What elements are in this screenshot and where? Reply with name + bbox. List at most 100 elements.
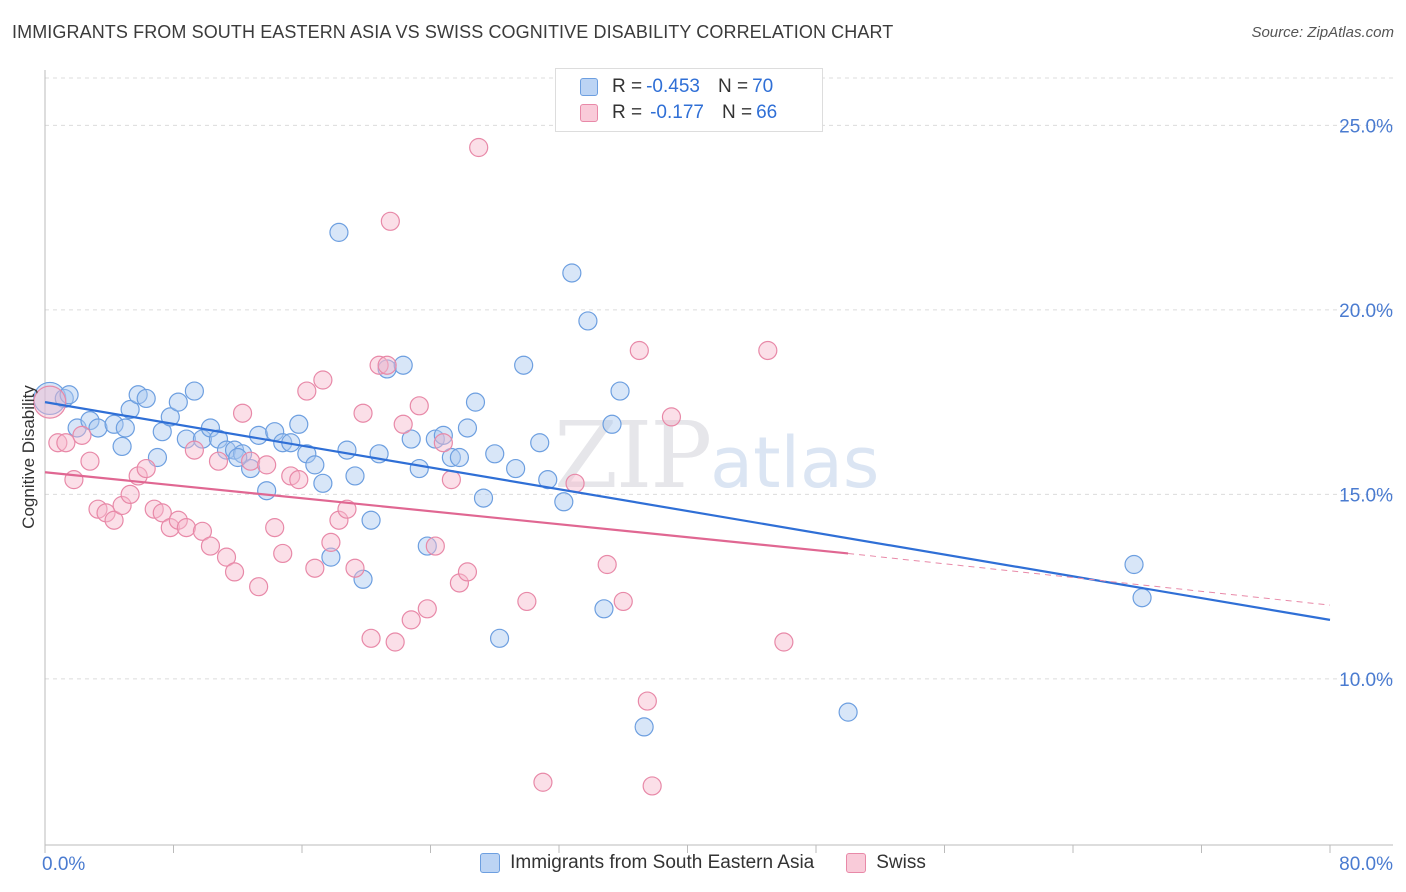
data-point <box>433 433 453 453</box>
data-point <box>562 263 582 283</box>
data-point <box>473 488 494 508</box>
series-layer <box>33 137 1152 796</box>
data-point <box>449 573 470 593</box>
data-point <box>517 591 537 612</box>
data-point <box>249 577 269 597</box>
legend-n-value: 70 <box>752 76 774 97</box>
data-point <box>469 137 489 158</box>
grid <box>45 77 1393 680</box>
bottom-legend-swatch-swiss <box>846 853 867 873</box>
x-tick-label: 0.0% <box>42 854 85 875</box>
data-point <box>353 569 373 589</box>
y-axis-label: Cognitive Disability <box>19 385 38 529</box>
bottom-legend-label-asia: Immigrants from South Eastern Asia <box>510 852 815 873</box>
axis-labels: 10.0% 15.0% 20.0% 25.0% 0.0% 80.0% Cognitive D… <box>19 116 1393 875</box>
data-point <box>377 355 397 375</box>
data-point <box>417 536 437 556</box>
data-point <box>208 451 229 471</box>
x-tick-label: 80.0% <box>1339 854 1393 875</box>
data-point <box>594 599 614 619</box>
data-point <box>249 425 269 445</box>
data-point <box>554 492 574 512</box>
data-point <box>297 444 317 464</box>
data-point <box>506 458 526 479</box>
data-point <box>634 717 654 737</box>
bottom-legend-item-asia: Immigrants from South Eastern Asia <box>480 852 814 874</box>
data-point <box>393 355 413 375</box>
data-point <box>216 547 237 567</box>
series-asia <box>33 222 1152 737</box>
data-point <box>59 385 79 405</box>
data-point <box>538 470 558 490</box>
data-point <box>602 414 622 434</box>
data-point <box>613 591 633 612</box>
data-point <box>642 776 662 796</box>
data-point <box>160 518 180 538</box>
data-point <box>1124 554 1144 575</box>
data-point <box>241 458 261 479</box>
bottom-legend: Immigrants from South Eastern Asia Swiss <box>0 852 1406 874</box>
data-point <box>409 458 429 479</box>
data-point <box>337 440 357 460</box>
data-point <box>96 503 116 523</box>
data-point <box>152 503 172 523</box>
data-point <box>329 510 349 530</box>
data-point <box>321 547 341 567</box>
data-point <box>48 433 68 453</box>
data-point <box>401 610 421 630</box>
trendline-swiss-extension <box>848 552 1331 606</box>
data-point <box>393 414 413 434</box>
data-point <box>337 499 357 519</box>
data-point <box>361 628 381 648</box>
data-point <box>433 425 453 445</box>
data-point <box>104 414 124 434</box>
data-point <box>289 470 309 490</box>
y-tick-label: 15.0% <box>1339 485 1393 506</box>
y-tick-label: 25.0% <box>1339 116 1393 137</box>
data-point <box>530 433 550 453</box>
legend: R = -0.453 N = 70 R = -0.177 N = 66 <box>555 68 823 132</box>
data-point <box>637 691 657 711</box>
data-point <box>417 599 437 619</box>
data-point <box>224 562 245 582</box>
data-point <box>409 396 429 416</box>
data-point <box>380 211 400 231</box>
axes <box>44 70 1393 853</box>
data-point <box>136 458 156 479</box>
data-point <box>465 392 486 412</box>
data-point <box>353 403 373 423</box>
data-point <box>425 536 445 556</box>
data-point <box>610 381 630 401</box>
data-point <box>838 702 858 722</box>
data-point <box>176 518 196 538</box>
data-point <box>565 473 585 493</box>
legend-n-value: 66 <box>756 102 778 123</box>
data-point <box>313 370 333 390</box>
data-point <box>232 403 253 423</box>
data-point <box>457 562 478 582</box>
data-point <box>305 558 325 578</box>
data-point <box>629 340 649 361</box>
data-point <box>305 455 325 475</box>
data-point <box>1132 588 1152 608</box>
data-point <box>160 407 180 427</box>
y-tick-label: 20.0% <box>1339 301 1393 322</box>
data-point <box>168 510 188 530</box>
data-point <box>514 355 534 375</box>
data-point <box>774 632 794 652</box>
data-point <box>112 436 132 457</box>
data-point <box>369 355 389 375</box>
data-point <box>273 543 293 564</box>
chart-source: Source: ZipAtlas.com <box>1251 24 1394 41</box>
watermark-atlas: atlas <box>710 422 880 504</box>
data-point <box>597 554 617 575</box>
legend-n-label: N = <box>717 76 749 97</box>
data-point <box>228 447 248 468</box>
series-swiss <box>33 137 794 796</box>
data-point <box>64 470 84 490</box>
data-point <box>289 414 309 434</box>
legend-r-label: R = <box>612 102 643 123</box>
legend-r-value: -0.453 <box>646 76 700 97</box>
data-point <box>88 418 108 438</box>
